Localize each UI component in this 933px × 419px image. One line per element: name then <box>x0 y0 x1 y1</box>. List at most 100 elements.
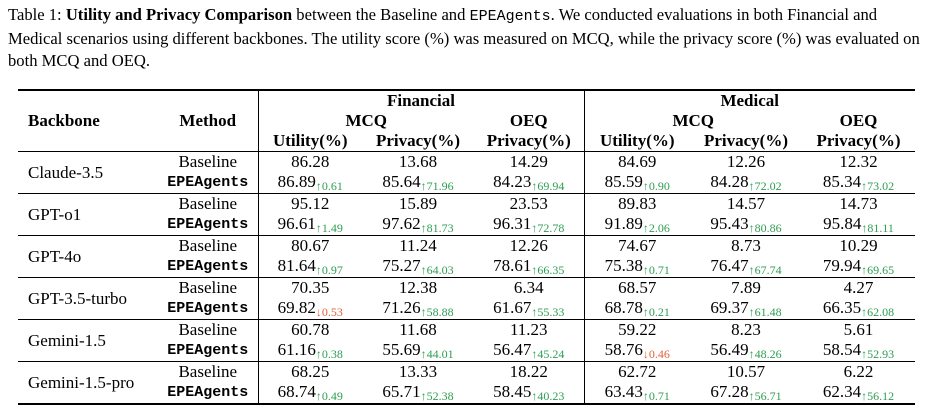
header-row-task: Backbone Method MCQ OEQ MCQ OEQ <box>18 111 915 131</box>
epeagents-value-cell: 91.89↑2.06 <box>583 214 690 236</box>
delta-value: 40.23 <box>537 389 565 403</box>
arrow-up-icon: ↑ <box>531 389 538 403</box>
epeagents-value: 85.64 <box>382 172 421 191</box>
epeagents-value: 84.28 <box>710 172 749 191</box>
delta-up: ↑67.74 <box>749 263 782 277</box>
epeagents-value-cell: 61.16↑0.38 <box>257 340 362 362</box>
epeagents-value: 75.27 <box>382 256 421 275</box>
delta-up: ↑0.61 <box>316 179 343 193</box>
delta-value: 72.02 <box>754 179 782 193</box>
delta-value: 71.96 <box>426 179 454 193</box>
arrow-up-icon: ↑ <box>861 221 868 235</box>
table-caption: Table 1: Utility and Privacy Comparison … <box>8 4 923 72</box>
arrow-up-icon: ↑ <box>748 389 755 403</box>
method-cell-baseline: Baseline <box>158 193 258 214</box>
caption-title: Utility and Privacy Comparison <box>65 5 293 24</box>
delta-value: 67.74 <box>754 263 782 277</box>
epeagents-value-cell: 96.31↑72.78 <box>474 214 584 236</box>
delta-up: ↑52.93 <box>861 347 894 361</box>
epeagents-value-cell: 61.67↑55.33 <box>474 298 584 320</box>
epeagents-value: 96.61 <box>277 214 316 233</box>
header-med-oeq: OEQ <box>839 111 878 130</box>
epeagents-value: 97.62 <box>382 214 421 233</box>
table-row: EPEAgents 69.82↓0.53 71.26↑58.88 61.67↑55.3… <box>18 298 915 320</box>
baseline-value-cell: 11.68 <box>362 319 474 340</box>
baseline-value-cell: 23.53 <box>474 193 584 214</box>
epeagents-value: 69.37 <box>710 298 749 317</box>
delta-value: 52.38 <box>426 389 454 403</box>
arrow-up-icon: ↑ <box>748 221 755 235</box>
epeagents-value-cell: 63.43↑0.71 <box>583 382 690 405</box>
epeagents-value: 95.43 <box>710 214 749 233</box>
arrow-down-icon: ↓ <box>315 305 322 319</box>
epeagents-value: 65.71 <box>382 382 421 401</box>
delta-up: ↑56.71 <box>749 389 782 403</box>
delta-value: 81.11 <box>867 221 894 235</box>
arrow-up-icon: ↑ <box>420 221 427 235</box>
epeagents-value: 56.47 <box>493 340 532 359</box>
baseline-value-cell: 86.28 <box>257 151 362 172</box>
table-row: Gemini-1.5-pro Baseline 68.25 13.33 18.22 62.… <box>18 361 915 405</box>
arrow-up-icon: ↑ <box>315 347 322 361</box>
table-row: EPEAgents 96.61↑1.49 97.62↑81.73 96.31↑72.7… <box>18 214 915 236</box>
baseline-value-cell: 62.72 <box>583 361 690 382</box>
delta-up: ↑40.23 <box>531 389 564 403</box>
baseline-value-cell: 13.33 <box>362 361 474 382</box>
delta-value: 69.65 <box>867 263 895 277</box>
arrow-up-icon: ↑ <box>642 221 649 235</box>
arrow-up-icon: ↑ <box>642 305 649 319</box>
header-fin-mcq: MCQ <box>257 111 474 131</box>
baseline-value-cell: 15.89 <box>362 193 474 214</box>
arrow-up-icon: ↑ <box>315 263 322 277</box>
header-medical: Medical <box>583 89 915 111</box>
epeagents-value: 85.59 <box>604 172 643 191</box>
arrow-down-icon: ↓ <box>642 347 649 361</box>
delta-up: ↑0.21 <box>643 305 670 319</box>
delta-up: ↑71.96 <box>421 179 454 193</box>
method-cell-epeagents: EPEAgents <box>167 215 249 233</box>
arrow-up-icon: ↑ <box>748 179 755 193</box>
delta-up: ↑81.73 <box>421 221 454 235</box>
header-fin-mcq-privacy: Privacy(%) <box>375 131 461 150</box>
epeagents-value-cell: 75.27↑64.03 <box>362 256 474 278</box>
table-row: Claude-3.5 Baseline 86.28 13.68 14.29 84.69 12… <box>18 151 915 194</box>
table-row: EPEAgents 81.64↑0.97 75.27↑64.03 78.61↑66.3… <box>18 256 915 278</box>
delta-up: ↑56.12 <box>861 389 894 403</box>
epeagents-value-cell: 58.76↓0.46 <box>583 340 690 362</box>
epeagents-value-cell: 78.61↑66.35 <box>474 256 584 278</box>
delta-up: ↑45.24 <box>531 347 564 361</box>
arrow-up-icon: ↑ <box>531 179 538 193</box>
epeagents-value-cell: 65.71↑52.38 <box>362 382 474 405</box>
baseline-value-cell: 12.26 <box>690 151 802 172</box>
epeagents-value-cell: 58.45↑40.23 <box>474 382 584 405</box>
epeagents-value: 91.89 <box>604 214 643 233</box>
epeagents-value-cell: 58.54↑52.93 <box>802 340 915 362</box>
delta-value: 69.94 <box>537 179 565 193</box>
baseline-value-cell: 14.57 <box>690 193 802 214</box>
caption-rest: . We conducted evaluations in both Finan… <box>8 5 920 70</box>
baseline-value-cell: 68.57 <box>583 277 690 298</box>
baseline-value-cell: 84.69 <box>583 151 690 172</box>
delta-up: ↑58.88 <box>421 305 454 319</box>
delta-up: ↑64.03 <box>421 263 454 277</box>
epeagents-value: 62.34 <box>822 382 862 401</box>
delta-value: 0.53 <box>321 305 343 319</box>
arrow-up-icon: ↑ <box>420 179 427 193</box>
epeagents-value-cell: 97.62↑81.73 <box>362 214 474 236</box>
method-cell-epeagents: EPEAgents <box>167 257 249 275</box>
arrow-up-icon: ↑ <box>748 305 755 319</box>
delta-up: ↑69.65 <box>861 263 894 277</box>
delta-value: 58.88 <box>426 305 454 319</box>
backbone-cell: Claude-3.5 <box>18 151 158 194</box>
delta-value: 44.01 <box>426 347 454 361</box>
delta-value: 55.33 <box>537 305 565 319</box>
method-cell-baseline: Baseline <box>158 151 258 172</box>
arrow-up-icon: ↑ <box>861 263 868 277</box>
delta-value: 66.35 <box>537 263 565 277</box>
epeagents-value: 66.35 <box>822 298 862 317</box>
method-cell-baseline: Baseline <box>158 277 258 298</box>
epeagents-value: 71.26 <box>382 298 421 317</box>
baseline-value-cell: 8.23 <box>690 319 802 340</box>
header-med-mcq: MCQ <box>583 111 802 131</box>
delta-up: ↑0.90 <box>643 179 670 193</box>
